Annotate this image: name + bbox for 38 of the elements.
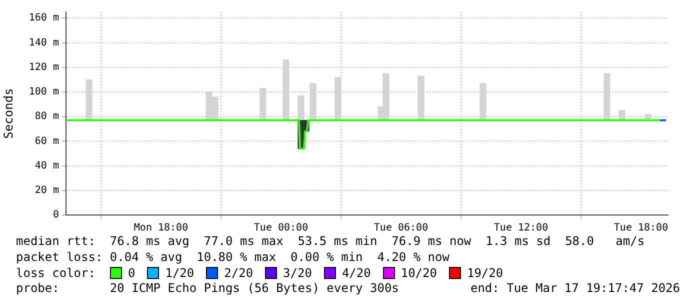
legend-title: loss color: <box>16 266 96 280</box>
bar <box>604 73 610 120</box>
bar <box>334 76 342 120</box>
y-tick-label: 100 m <box>28 86 59 98</box>
x-tick-label: Tue 06:00 <box>374 222 428 234</box>
bar <box>644 114 652 120</box>
bar <box>480 83 486 120</box>
legend-label: 10/20 <box>400 266 437 280</box>
text: probe: 20 ICMP Echo Pings (56 Bytes) every 300s <box>16 280 399 296</box>
legend-label: 1/20 <box>165 266 194 280</box>
x-tick-label: Tue 00:00 <box>254 222 308 234</box>
bar <box>310 83 316 120</box>
y-tick-label: 120 m <box>28 62 59 73</box>
y-tick-label: 0 <box>52 210 59 221</box>
bar <box>282 60 290 120</box>
bar <box>618 110 626 120</box>
legend-label: 0 <box>128 266 136 280</box>
legend-label: 3/20 <box>283 266 312 280</box>
bar <box>86 79 92 120</box>
y-tick-label: 80 m <box>34 111 59 122</box>
y-tick-label: 20 m <box>34 184 59 196</box>
y-tick-label: 140 m <box>28 37 59 48</box>
text: end: Tue Mar 17 19:17:47 2026 <box>470 280 680 296</box>
bar <box>260 88 266 120</box>
x-tick-label: Mon 18:00 <box>134 222 188 234</box>
text: packet loss: 0.04 % avg 10.80 % max 0.00 % min 4.20 % now <box>16 250 450 265</box>
legend-label: 4/20 <box>342 266 371 280</box>
y-axis-title: Seconds <box>1 88 16 139</box>
x-tick-label: Tue 18:00 <box>614 222 668 234</box>
bar <box>298 95 304 120</box>
bar <box>418 76 424 120</box>
y-tick-label: 40 m <box>34 160 59 172</box>
y-tick-label: 160 m <box>28 12 59 24</box>
x-tick-label: Tue 12:00 <box>494 222 548 234</box>
text: median rtt: 76.8 ms avg 77.0 ms max 53.5 ms min 76.9 ms now 1.3 ms sd 58.0 am/s <box>16 234 646 250</box>
y-tick-label: 60 m <box>34 136 59 147</box>
legend-label: 2/20 <box>224 266 254 280</box>
legend-label: 19/20 <box>466 266 504 280</box>
